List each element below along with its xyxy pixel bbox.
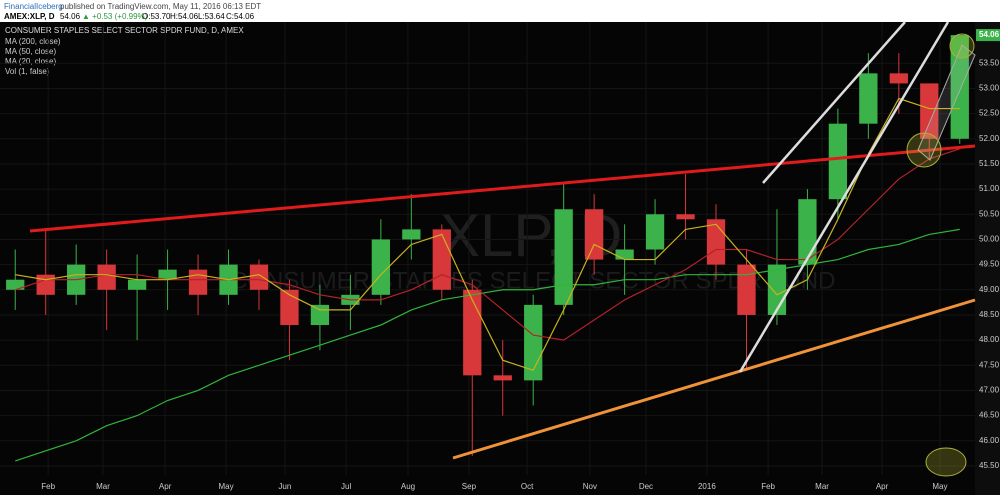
x-tick-label: Nov [583,482,597,491]
x-tick-label: Mar [815,482,829,491]
candle-body [127,279,147,290]
candle-body [36,274,55,295]
moving-average [15,97,960,372]
drawings [29,21,976,477]
legend-item[interactable]: MA (200, close) [5,37,61,46]
y-tick-label: 47.50 [979,360,1000,369]
moving-average [15,148,960,341]
candle-body [97,264,116,290]
trendline[interactable] [452,298,976,460]
y-tick-label: 53.00 [979,84,1000,93]
candle-body [432,229,451,290]
highlight[interactable] [949,33,975,59]
y-tick-label: 50.50 [979,209,1000,218]
legend-item[interactable]: MA (50, close) [5,47,56,56]
highlight[interactable] [906,132,942,168]
x-tick-label: May [932,482,947,491]
trendline[interactable] [738,21,950,373]
candle-body [6,279,25,290]
y-tick-label: 52.00 [979,134,1000,143]
y-tick-label: 49.00 [979,285,1000,294]
high: H:54.06 [170,12,199,21]
candle-body [615,249,634,260]
y-tick-label: 51.00 [979,184,1000,193]
candle-body [158,269,177,280]
candle-body [737,264,756,315]
x-tick-label: Feb [41,482,55,491]
price-axis [975,22,1000,495]
legend: CONSUMER STAPLES SELECT SECTOR SPDR FUND… [5,26,244,76]
x-tick-label: Dec [639,482,653,491]
candle-body [889,73,908,84]
x-tick-label: Mar [96,482,110,491]
y-tick-label: 50.00 [979,235,1000,244]
legend-title: CONSUMER STAPLES SELECT SECTOR SPDR FUND… [5,26,244,35]
candle-body [310,304,330,326]
candle-body [554,209,573,305]
x-tick-label: 2016 [698,482,716,491]
candle-body [828,123,848,200]
change: ▲ +0.53 (+0.99%) [82,12,148,21]
last-price-label: 54.06 [979,30,1000,39]
author[interactable]: FinancialIceberg [4,2,63,11]
candle-body [463,289,482,376]
low: L:53.64 [198,12,225,21]
y-tick-label: 46.50 [979,411,1000,420]
candle-body [585,209,604,260]
highlight[interactable] [925,447,967,477]
candle-body [188,269,208,295]
x-tick-label: Jun [278,482,291,491]
x-tick-label: Sep [462,482,477,491]
y-tick-label: 46.00 [979,436,1000,445]
candle-body [280,289,299,326]
y-tick-label: 52.50 [979,109,1000,118]
y-tick-label: 51.50 [979,159,1000,168]
x-tick-label: Jul [341,482,351,491]
y-tick-label: 47.00 [979,386,1000,395]
candle-body [645,214,665,250]
last-price-tag [976,29,1000,42]
x-tick-label: May [219,482,234,491]
x-tick-label: Oct [521,482,534,491]
candle-body [798,199,817,265]
candle-body [493,375,512,381]
candle-body [859,73,878,124]
x-tick-label: Apr [876,482,889,491]
y-tick-label: 45.50 [979,461,1000,470]
candle-body [402,229,421,240]
y-tick-label: 48.50 [979,310,1000,319]
close: C:54.06 [226,12,255,21]
x-tick-label: Aug [401,482,415,491]
x-tick-label: Apr [159,482,172,491]
candle-body [371,239,390,295]
channel[interactable] [917,44,976,161]
x-tick-label: Feb [761,482,775,491]
legend-item[interactable]: MA (20, close) [5,57,56,66]
candle-body [706,219,726,265]
trendline[interactable] [29,144,976,233]
open: O:53.70 [142,12,171,21]
candle-body [249,264,269,290]
symbol[interactable]: AMEX:XLP, D [4,12,55,21]
candle-body [676,214,695,220]
candle-body [920,83,939,139]
y-tick-label: 48.00 [979,335,1000,344]
y-tick-label: 49.50 [979,260,1000,269]
trendline[interactable] [762,21,906,184]
last: 54.06 [60,12,81,21]
header-bar [0,0,1000,22]
y-tick-label: 53.50 [979,58,1000,67]
published: published on TradingView.com, May 11, 20… [60,2,261,11]
legend-item[interactable]: Vol (1, false) [5,67,50,76]
